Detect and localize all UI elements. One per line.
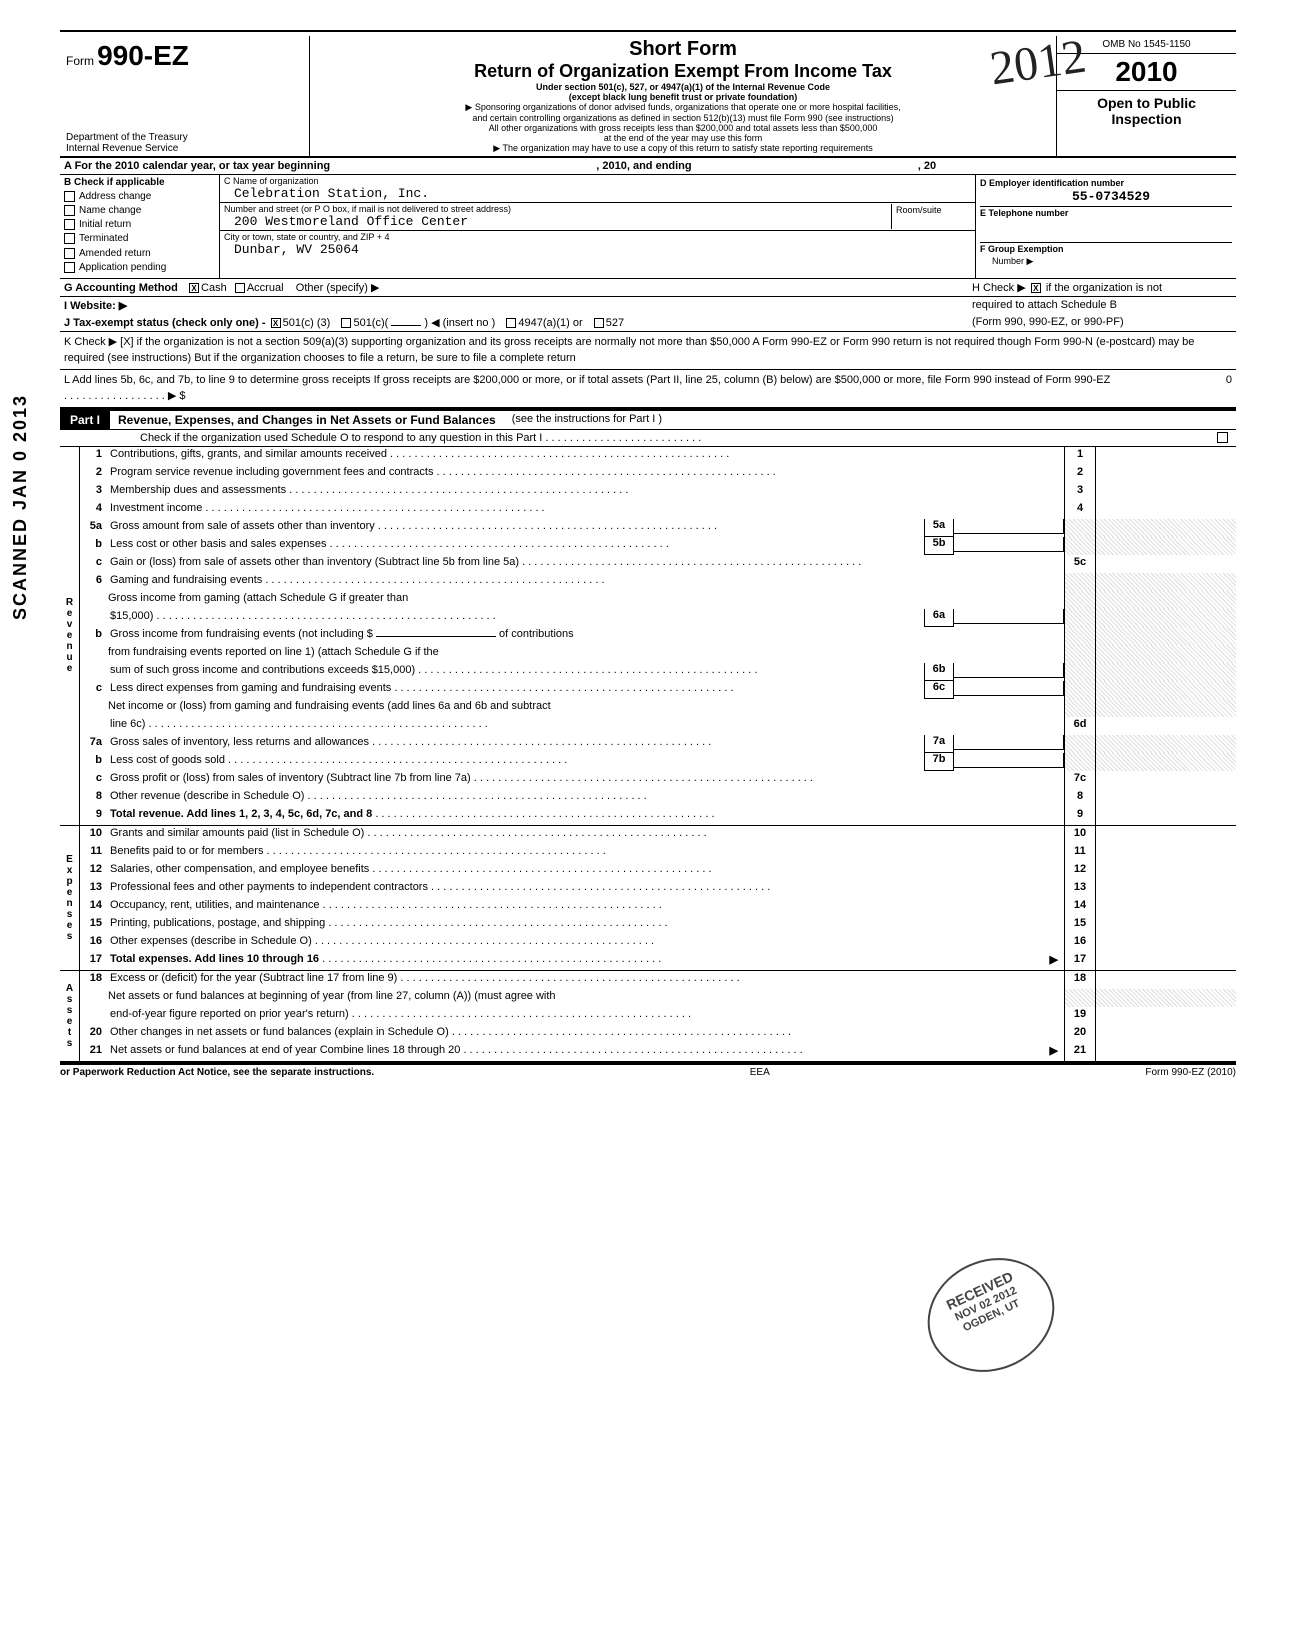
- received-stamp: RECEIVED NOV 02 2012 OGDEN, UT: [909, 1238, 1073, 1393]
- j-4947-label: 4947(a)(1) or: [518, 317, 582, 329]
- part1-sub: Check if the organization used Schedule …: [140, 432, 1217, 444]
- line-a: A For the 2010 calendar year, or tax yea…: [60, 158, 1236, 175]
- b-item-label: Terminated: [79, 234, 128, 245]
- j-4947-checkbox[interactable]: [506, 318, 516, 328]
- subtitle-3: ▶ Sponsoring organizations of donor advi…: [318, 102, 1048, 113]
- checkbox-initial-return[interactable]: [64, 219, 75, 230]
- ein: 55-0734529: [980, 189, 1232, 204]
- j-501c3-checkbox[interactable]: X: [271, 318, 281, 328]
- title-return: Return of Organization Exempt From Incom…: [318, 61, 1048, 82]
- side-net-assets: Assets: [60, 971, 80, 1061]
- subtitle-code: Under section 501(c), 527, or 4947(a)(1)…: [318, 82, 1048, 92]
- footer-right: Form 990-EZ (2010): [1145, 1067, 1236, 1078]
- checkbox-terminated[interactable]: [64, 233, 75, 244]
- checkbox-application-pending[interactable]: [64, 262, 75, 273]
- c-label: C Name of organization: [224, 176, 971, 186]
- footer-mid: EEA: [750, 1067, 770, 1078]
- org-name: Celebration Station, Inc.: [224, 186, 971, 201]
- j-527-checkbox[interactable]: [594, 318, 604, 328]
- part1-title: Revenue, Expenses, and Changes in Net As…: [110, 411, 504, 429]
- footer-left: or Paperwork Reduction Act Notice, see t…: [60, 1067, 374, 1078]
- h-text3: required to attach Schedule B: [972, 299, 1232, 312]
- col-b-title: B Check if applicable: [64, 177, 165, 188]
- j-insert-label: ) ◀ (insert no ): [424, 317, 495, 329]
- j-501c3-label: 501(c) (3): [283, 317, 331, 329]
- line-k: K Check ▶ [X] if the organization is not…: [60, 332, 1236, 370]
- b-item-label: Amended return: [79, 248, 151, 259]
- part1-label: Part I: [60, 411, 110, 429]
- addr-label: Number and street (or P O box, if mail i…: [224, 204, 891, 214]
- form-number: 990-EZ: [97, 40, 189, 71]
- h-text2: if the organization is not: [1046, 282, 1162, 294]
- checkbox-name-change[interactable]: [64, 205, 75, 216]
- side-expenses: Expenses: [60, 826, 80, 970]
- checkbox-address-change[interactable]: [64, 191, 75, 202]
- org-info-block: B Check if applicable Address change Name…: [60, 175, 1236, 279]
- part1-paren: (see the instructions for Part I ): [504, 411, 670, 429]
- h-checkbox[interactable]: X: [1031, 283, 1041, 293]
- scanned-stamp: SCANNED JAN 0 2013: [10, 394, 31, 620]
- checkbox-amended-return[interactable]: [64, 248, 75, 259]
- accrual-checkbox[interactable]: [235, 283, 245, 293]
- line-g: G Accounting Method: [64, 282, 178, 294]
- line-j: J Tax-exempt status (check only one) -: [64, 317, 266, 329]
- city-label: City or town, state or country, and ZIP …: [224, 232, 971, 242]
- b-item-label: Application pending: [79, 262, 166, 273]
- b-item-label: Initial return: [79, 219, 131, 230]
- subtitle-7: ▶ The organization may have to use a cop…: [318, 143, 1048, 154]
- b-item-label: Name change: [79, 205, 141, 216]
- form-prefix: Form: [66, 54, 94, 68]
- form-990ez-page: SCANNED JAN 0 2013 2012 Form 990-EZ Depa…: [0, 0, 1296, 1110]
- b-item-label: Address change: [79, 191, 151, 202]
- d-label: D Employer identification number: [980, 178, 1124, 188]
- subtitle-5: All other organizations with gross recei…: [318, 123, 1048, 133]
- schedule-o-checkbox[interactable]: [1217, 432, 1228, 443]
- h-text4: (Form 990, 990-EZ, or 990-PF): [972, 316, 1232, 329]
- j-501c-checkbox[interactable]: [341, 318, 351, 328]
- line-a-prefix: A For the 2010 calendar year, or tax yea…: [64, 160, 330, 172]
- line-a-suffix: , 20: [918, 160, 936, 172]
- h-label: H Check ▶: [972, 282, 1026, 294]
- org-city: Dunbar, WV 25064: [224, 242, 971, 257]
- subtitle-6: at the end of the year may use this form: [318, 133, 1048, 143]
- subtitle-except: (except black lung benefit trust or priv…: [318, 92, 1048, 102]
- title-short-form: Short Form: [318, 38, 1048, 61]
- org-address: 200 Westmoreland Office Center: [224, 214, 891, 229]
- j-501c-label: 501(c)(: [353, 317, 388, 329]
- e-label: E Telephone number: [980, 208, 1068, 218]
- open-public-1: Open to Public: [1061, 95, 1232, 111]
- f-label: F Group Exemption: [980, 244, 1064, 254]
- line-i: I Website: ▶: [64, 300, 127, 312]
- line-a-mid: , 2010, and ending: [596, 160, 691, 172]
- dept-treasury: Department of the Treasury: [66, 132, 188, 143]
- j-527-label: 527: [606, 317, 624, 329]
- dept-irs: Internal Revenue Service: [66, 143, 188, 154]
- other-label: Other (specify) ▶: [296, 282, 380, 294]
- side-revenue: Revenue: [60, 447, 80, 825]
- open-public-2: Inspection: [1061, 111, 1232, 127]
- line-l: L Add lines 5b, 6c, and 7b, to line 9 to…: [64, 372, 1112, 405]
- room-label: Room/suite: [896, 205, 967, 215]
- cash-checkbox[interactable]: X: [189, 283, 199, 293]
- subtitle-4: and certain controlling organizations as…: [318, 113, 1048, 123]
- line-l-value: 0: [1112, 372, 1232, 405]
- f-label2: Number ▶: [980, 256, 1033, 266]
- cash-label: Cash: [201, 282, 227, 294]
- accrual-label: Accrual: [247, 282, 284, 294]
